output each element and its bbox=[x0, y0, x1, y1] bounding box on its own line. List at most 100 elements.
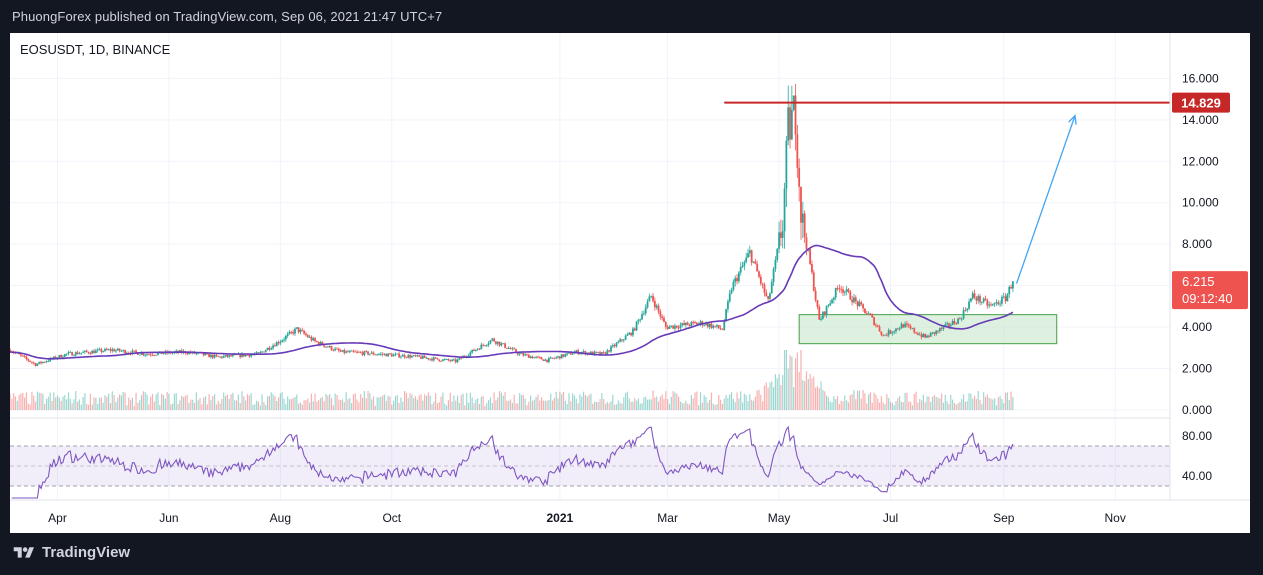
volume-bar bbox=[301, 404, 303, 410]
candle-body bbox=[374, 354, 377, 356]
candle-body bbox=[811, 264, 813, 273]
volume-bar bbox=[846, 400, 848, 410]
candle-body bbox=[284, 336, 287, 340]
volume-bar bbox=[749, 394, 751, 410]
volume-bar bbox=[341, 399, 344, 410]
volume-bar bbox=[290, 399, 292, 410]
candle-body bbox=[146, 354, 148, 356]
candle-body bbox=[69, 352, 72, 353]
candle-body bbox=[241, 353, 243, 358]
volume-bar bbox=[197, 400, 199, 410]
candle-body bbox=[712, 325, 715, 328]
volume-bar bbox=[725, 395, 727, 410]
axes: 16.00014.00012.00010.0008.0006.0004.0002… bbox=[10, 33, 1250, 525]
candle-body bbox=[564, 354, 567, 357]
volume-bar bbox=[159, 404, 161, 410]
candle-body bbox=[632, 328, 634, 336]
grid-lines bbox=[10, 33, 1170, 500]
candle-body bbox=[880, 331, 883, 335]
candle-body bbox=[619, 339, 622, 342]
volume-bar bbox=[31, 391, 33, 410]
candle-body bbox=[305, 333, 307, 336]
candle-body bbox=[34, 363, 37, 366]
volume-bar bbox=[891, 402, 893, 410]
volume-bar bbox=[895, 401, 897, 410]
volume-bar bbox=[635, 400, 638, 410]
volume-bar bbox=[944, 394, 946, 410]
volume-bar bbox=[756, 390, 758, 410]
volume-bar bbox=[851, 394, 853, 410]
volume-bar bbox=[250, 393, 252, 410]
volume-bar bbox=[139, 400, 141, 410]
volume-bar bbox=[44, 404, 46, 410]
volume-bar bbox=[283, 398, 285, 410]
candle-body bbox=[500, 343, 503, 346]
candle-body bbox=[389, 353, 391, 355]
volume-bar bbox=[478, 403, 481, 410]
candle-body bbox=[732, 282, 735, 290]
volume-bar bbox=[840, 400, 842, 410]
tradingview-brand[interactable]: TradingView bbox=[12, 544, 130, 561]
candle-body bbox=[809, 249, 812, 265]
volume-bar bbox=[981, 403, 983, 410]
candle-body bbox=[105, 348, 108, 350]
candle-body bbox=[803, 213, 806, 238]
candle-body bbox=[924, 333, 927, 338]
volume-bar bbox=[135, 392, 137, 410]
candle-body bbox=[396, 353, 399, 355]
candle-body bbox=[476, 348, 479, 350]
candle-body bbox=[871, 314, 874, 318]
candle-body bbox=[984, 298, 987, 301]
candle-body bbox=[113, 349, 116, 352]
candle-body bbox=[887, 330, 890, 336]
candle-body bbox=[38, 361, 41, 364]
candle-body bbox=[553, 358, 556, 360]
volume-bar bbox=[78, 399, 81, 410]
candle-body bbox=[747, 253, 749, 258]
volume-bar bbox=[367, 390, 369, 410]
candle-body bbox=[695, 322, 698, 325]
volume-bar bbox=[601, 393, 603, 410]
volume-bar bbox=[117, 397, 119, 410]
volume-bar bbox=[844, 395, 846, 410]
volume-bar bbox=[440, 396, 442, 410]
chart-panel[interactable]: 16.00014.00012.00010.0008.0006.0004.0002… bbox=[10, 33, 1250, 533]
time-tick-label: Oct bbox=[382, 511, 401, 525]
volume-bar bbox=[800, 350, 802, 410]
volume-bar bbox=[586, 396, 588, 410]
volume-bar bbox=[329, 394, 331, 410]
candle-body bbox=[626, 334, 629, 336]
candle-body bbox=[131, 350, 134, 354]
volume-bar bbox=[477, 398, 479, 410]
volume-bar bbox=[168, 393, 170, 410]
volume-bar bbox=[630, 401, 632, 410]
volume-bar bbox=[469, 392, 471, 410]
candle-body bbox=[955, 323, 958, 325]
candle-body bbox=[321, 342, 324, 346]
volume-bar bbox=[193, 402, 196, 410]
candle-body bbox=[484, 345, 486, 347]
volume-bar bbox=[794, 358, 797, 410]
volume-bar bbox=[308, 402, 311, 410]
candle-body bbox=[937, 330, 939, 332]
volume-bar bbox=[473, 403, 475, 410]
volume-bar bbox=[254, 404, 256, 410]
volume-bar bbox=[573, 395, 576, 410]
volume-bar bbox=[124, 392, 126, 410]
candle-body bbox=[442, 359, 444, 362]
candle-body bbox=[504, 343, 506, 348]
volume-bar bbox=[683, 403, 685, 410]
volume-bar bbox=[720, 399, 722, 410]
candle-body bbox=[968, 301, 970, 309]
volume-bar bbox=[615, 404, 618, 410]
candle-body bbox=[142, 352, 145, 356]
volume-bar bbox=[413, 398, 415, 410]
candle-body bbox=[772, 268, 775, 283]
candle-body bbox=[719, 328, 722, 329]
volume-bar bbox=[340, 400, 342, 410]
candle-body bbox=[350, 350, 353, 352]
volume-bar bbox=[568, 393, 570, 410]
chart-canvas[interactable]: 16.00014.00012.00010.0008.0006.0004.0002… bbox=[10, 33, 1250, 533]
volume-bar bbox=[815, 387, 817, 410]
volume-bar bbox=[953, 403, 956, 410]
